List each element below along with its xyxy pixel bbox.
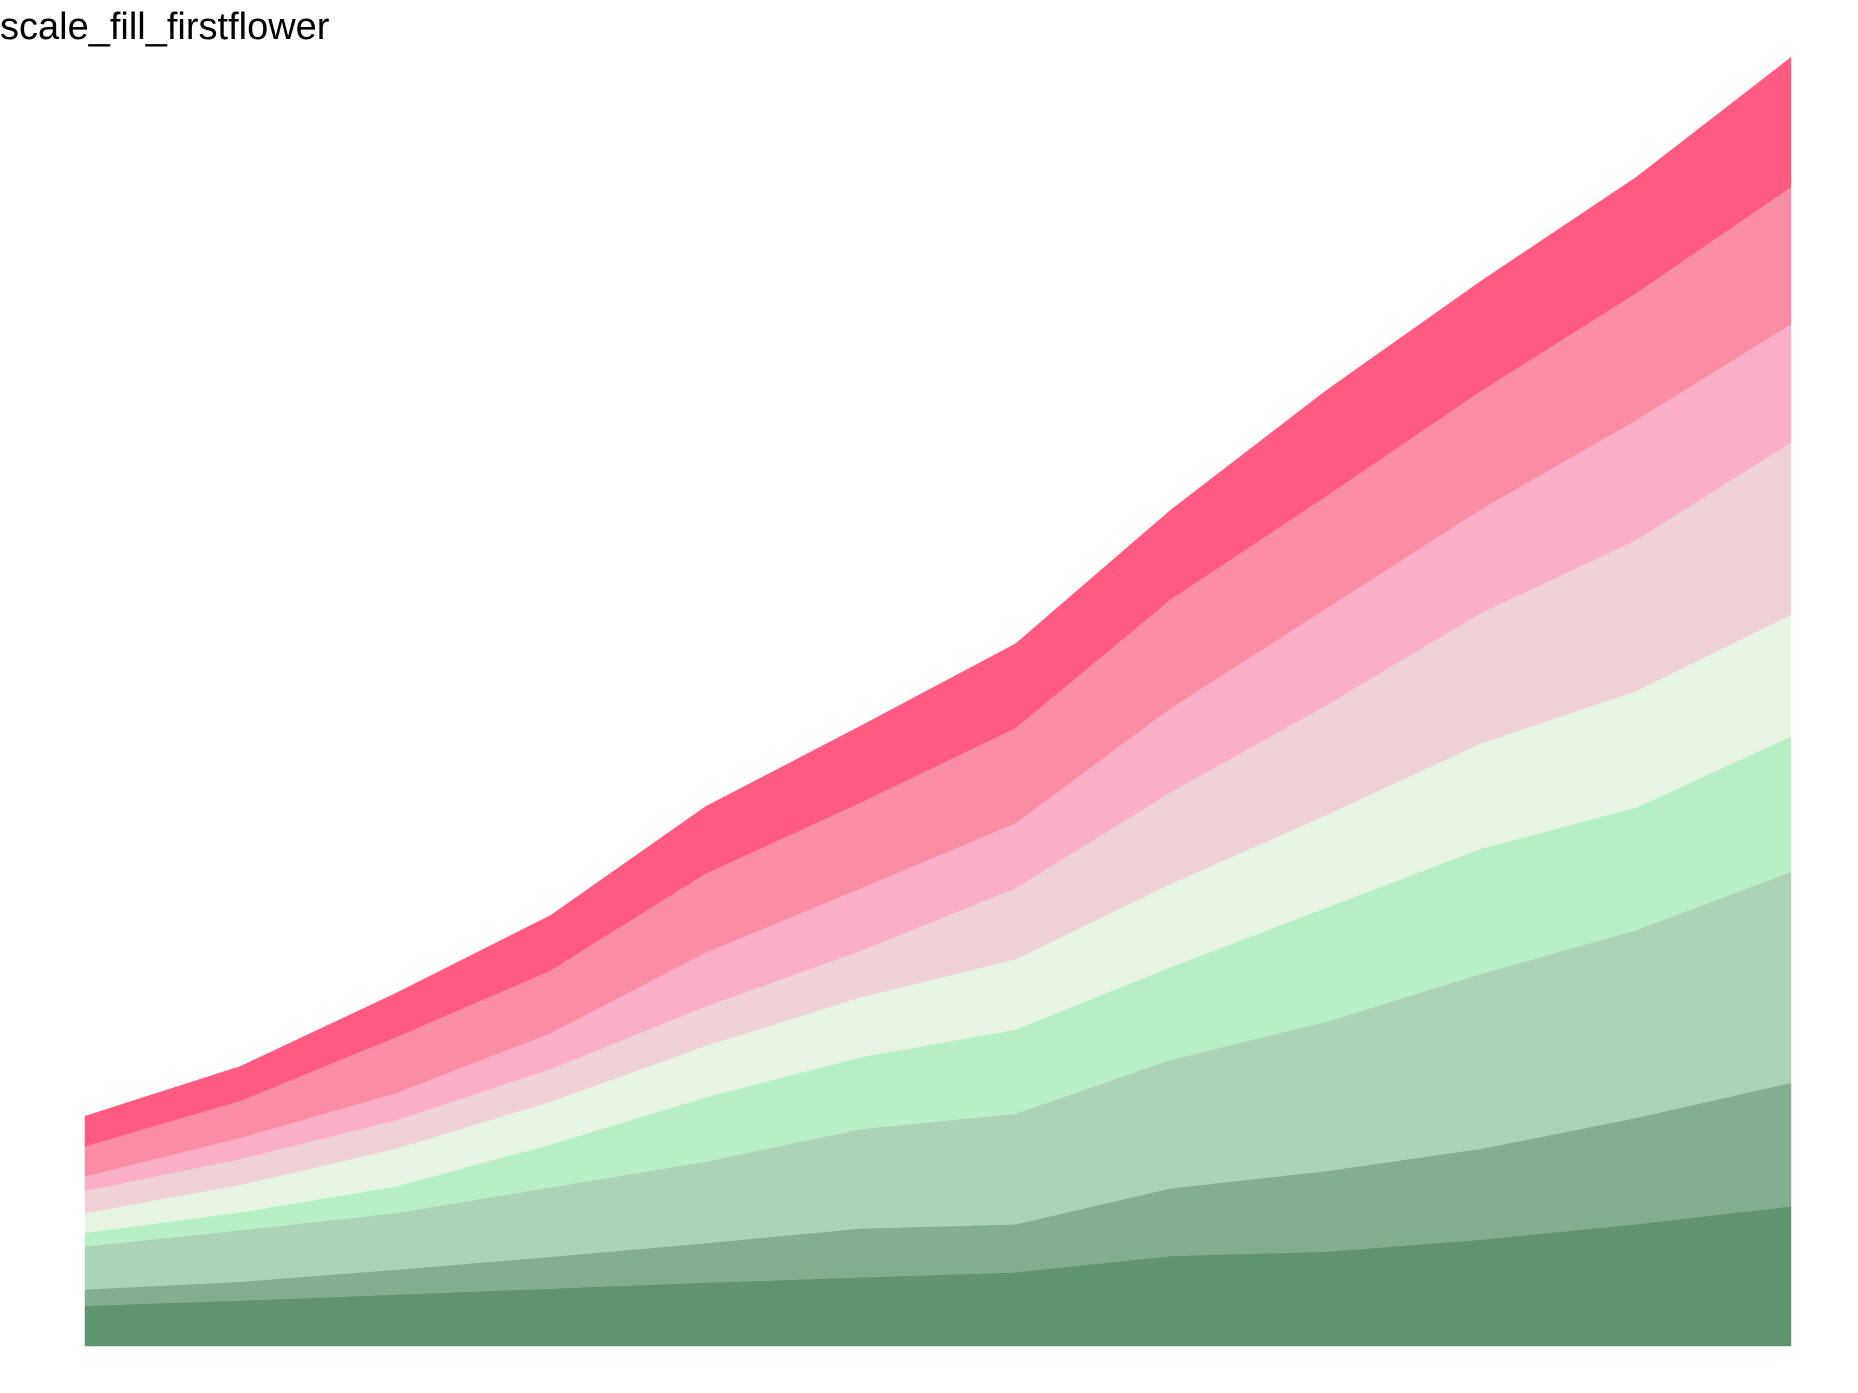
- chart-title: scale_fill_firstflower: [0, 6, 330, 48]
- plot-area: [84, 56, 1792, 1347]
- area-series-9: [84, 56, 1792, 1147]
